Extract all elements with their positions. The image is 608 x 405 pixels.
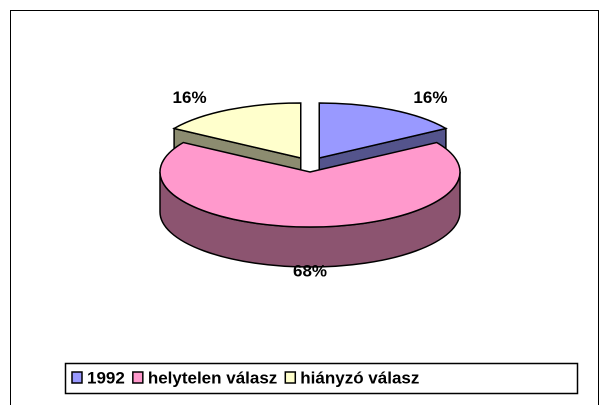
legend-label: helytelen válasz — [148, 368, 277, 387]
legend-label: hiányzó válasz — [300, 368, 419, 387]
slice — [318, 102, 448, 159]
legend-items: 1992 helytelen válasz hiányzó válasz — [71, 368, 419, 387]
legend-label: 1992 — [87, 368, 125, 387]
slice — [159, 141, 461, 228]
data-label: 68% — [293, 261, 327, 280]
legend-swatch — [132, 371, 144, 384]
slice — [172, 102, 302, 159]
legend — [64, 362, 579, 395]
data-label: 16% — [173, 88, 207, 107]
pie: 16% 68% 16% — [159, 88, 461, 280]
legend-swatch — [284, 371, 297, 384]
legend-swatch — [71, 371, 83, 384]
data-label: 16% — [413, 88, 447, 107]
